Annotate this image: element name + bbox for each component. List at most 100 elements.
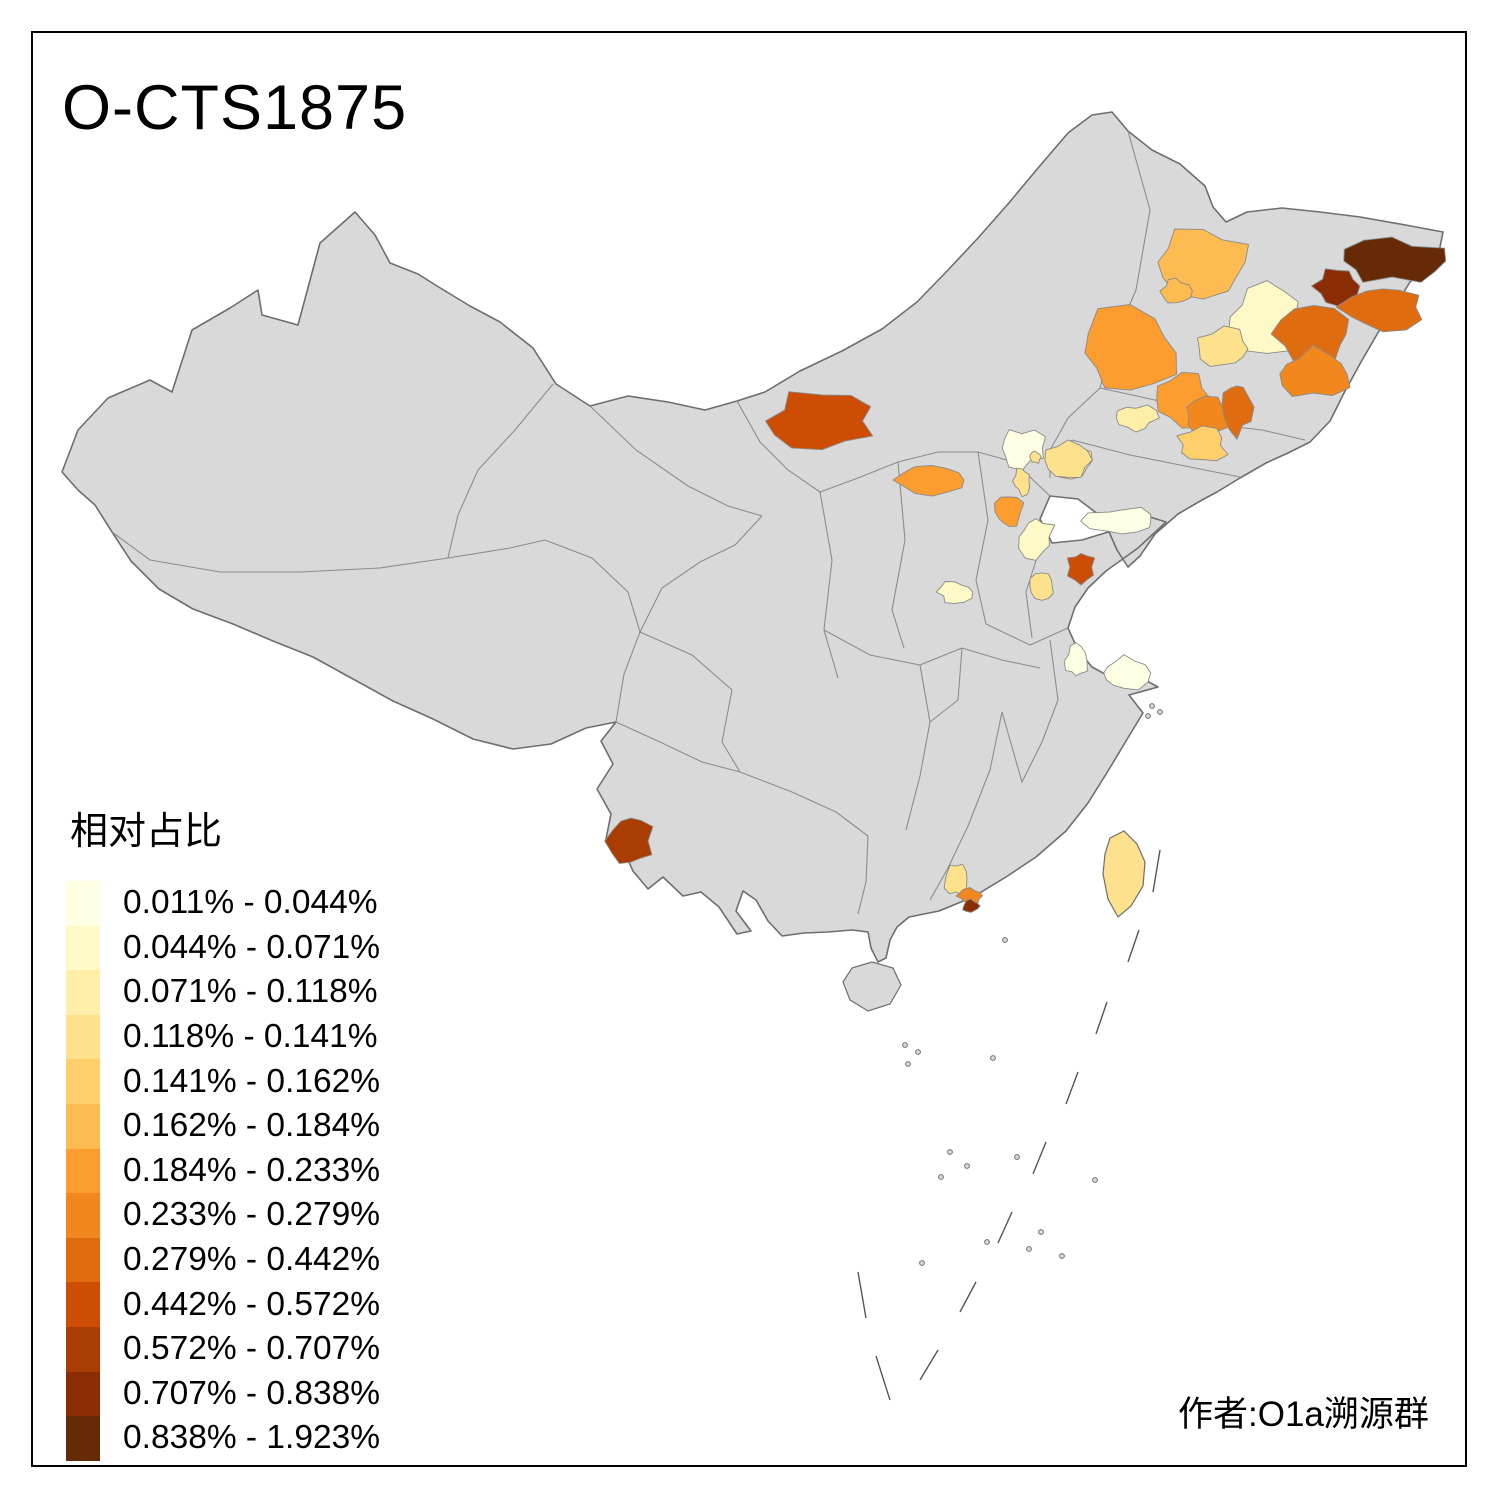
map-region-r13	[1221, 385, 1255, 440]
legend-row-10: 0.442% - 0.572%	[66, 1282, 380, 1327]
province-border-26	[1001, 711, 1043, 784]
legend-swatch-8	[66, 1193, 100, 1238]
legend-row-6: 0.162% - 0.184%	[66, 1103, 381, 1149]
legend: 相对占比 0.011% - 0.044% 0.044% - 0.071% 0.071…	[66, 800, 380, 1461]
map-region-r34	[962, 898, 981, 913]
map-region-r20	[1012, 467, 1031, 498]
province-border-16	[823, 629, 963, 666]
map-region-r28	[1029, 572, 1054, 601]
map-region-r10	[1279, 344, 1351, 398]
map-region-r22	[1044, 439, 1093, 478]
province-border-15	[1025, 547, 1041, 639]
map-region-r29	[1063, 642, 1088, 677]
sea-boundary-dash-3	[1095, 1001, 1108, 1035]
province-border-8	[891, 461, 906, 649]
small-island-6	[905, 1061, 911, 1067]
province-border-27	[929, 647, 963, 723]
legend-label-8: 0.233% - 0.279%	[123, 1196, 381, 1234]
province-border-25	[929, 825, 969, 901]
legend-row-5: 0.141% - 0.162%	[66, 1059, 380, 1104]
legend-swatch-13	[66, 1416, 100, 1461]
province-border-6	[736, 400, 1051, 497]
sea-boundary-dash-5	[1032, 1141, 1047, 1175]
map-region-r31	[604, 817, 654, 865]
sea-boundary-dash-7	[959, 1281, 977, 1313]
province-border-11	[1071, 439, 1241, 478]
legend-swatch-2	[66, 925, 100, 971]
province-border-3	[544, 539, 641, 723]
map-region-r27	[1066, 553, 1096, 586]
legend-row-3: 0.071% - 0.118%	[66, 970, 380, 1015]
legend-label-10: 0.442% - 0.572%	[123, 1285, 381, 1323]
province-border-2	[447, 383, 554, 559]
legend-row-1: 0.011% - 0.044%	[66, 881, 380, 926]
legend-swatch-10	[66, 1282, 100, 1327]
legend-row-11: 0.572% - 0.707%	[66, 1326, 381, 1372]
small-island-17	[1092, 1177, 1098, 1183]
province-border-18	[1041, 639, 1059, 743]
map-region-r4	[1197, 325, 1249, 367]
taiwan-island	[1102, 830, 1146, 918]
map-region-r19	[1001, 429, 1046, 471]
map-region-r25	[935, 581, 973, 605]
legend-row-9: 0.279% - 0.442%	[66, 1237, 381, 1283]
legend-row-4: 0.118% - 0.141%	[66, 1014, 380, 1060]
legend-swatch-3	[66, 970, 100, 1015]
small-island-12	[1038, 1229, 1044, 1235]
province-border-1	[111, 531, 546, 573]
legend-label-13: 0.838% - 1.923%	[123, 1419, 381, 1457]
map-region-r8	[1335, 288, 1423, 333]
legend-swatch-9	[66, 1237, 100, 1283]
map-region-r18	[892, 465, 965, 497]
sea-boundary-dash-8	[919, 1349, 939, 1381]
legend-row-8: 0.233% - 0.279%	[66, 1193, 380, 1238]
legend-label-11: 0.572% - 0.707%	[123, 1330, 381, 1368]
small-island-2	[1157, 709, 1163, 715]
small-island-18	[1002, 937, 1008, 943]
legend-swatch-11	[66, 1326, 100, 1372]
sea-boundary-dash-2	[1127, 929, 1140, 963]
legend-swatch-1	[66, 881, 100, 926]
map-region-r26	[1080, 506, 1152, 535]
hainan-island	[842, 961, 902, 1012]
map-region-r14	[1115, 404, 1160, 433]
small-island-15	[984, 1239, 990, 1245]
legend-label-9: 0.279% - 0.442%	[123, 1241, 381, 1279]
legend-swatch-6	[66, 1103, 100, 1149]
map-region-r5	[1084, 304, 1177, 391]
sea-boundary-dash-10	[875, 1355, 891, 1401]
sea-boundary-dash-9	[857, 1271, 867, 1319]
province-border-23	[905, 664, 931, 831]
province-border-17	[961, 647, 1041, 669]
sea-boundary-dash-4	[1065, 1071, 1079, 1105]
province-border-22	[857, 835, 869, 915]
province-border-5	[639, 515, 763, 633]
province-border-21	[739, 771, 869, 837]
province-border-19	[639, 631, 741, 773]
legend-row-2: 0.044% - 0.071%	[66, 925, 381, 971]
small-island-13	[1026, 1246, 1032, 1252]
small-island-16	[919, 1260, 925, 1266]
province-border-14	[985, 623, 1069, 646]
small-island-8	[947, 1149, 953, 1155]
plot-title: O-CTS1875	[62, 73, 408, 143]
legend-swatch-4	[66, 1014, 100, 1060]
province-border-24	[967, 711, 1003, 827]
legend-label-6: 0.162% - 0.184%	[123, 1107, 381, 1145]
legend-rows: 0.011% - 0.044% 0.044% - 0.071% 0.071% - 0…	[66, 881, 380, 1461]
legend-swatch-12	[66, 1371, 100, 1417]
legend-label-4: 0.118% - 0.141%	[123, 1018, 378, 1056]
map-region-r1	[1157, 228, 1250, 300]
map-region-r24	[1018, 518, 1056, 561]
legend-label-2: 0.044% - 0.071%	[123, 928, 381, 966]
province-border-20	[615, 721, 741, 773]
map-region-r21	[1029, 450, 1042, 464]
small-island-3	[1145, 713, 1151, 719]
small-island-5	[915, 1049, 921, 1055]
legend-label-5: 0.141% - 0.162%	[123, 1062, 381, 1100]
sea-boundary-dash-1	[1152, 849, 1161, 893]
small-island-4	[902, 1042, 908, 1048]
province-border-7	[819, 491, 839, 679]
